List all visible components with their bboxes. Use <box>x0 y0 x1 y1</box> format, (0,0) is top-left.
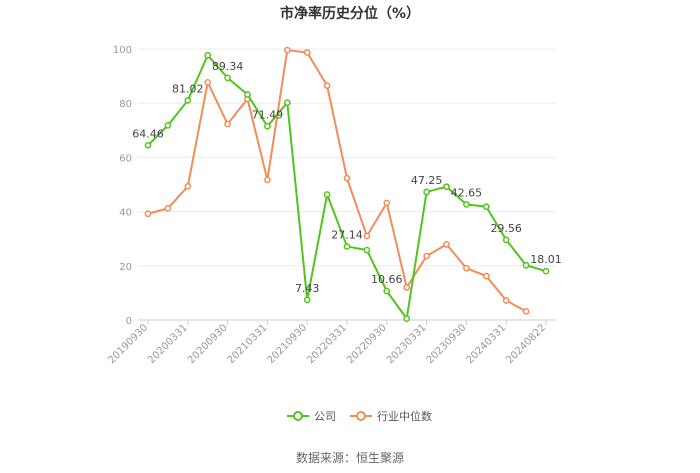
data-label: 42.65 <box>451 186 483 199</box>
data-point <box>164 204 172 212</box>
data-source-note: 数据来源：恒生聚源 <box>296 450 404 465</box>
legend: 公司 行业中位数 <box>287 409 432 423</box>
x-tick-label: 20220930 <box>345 322 389 366</box>
x-tick-label: 20230331 <box>385 322 429 366</box>
y-tick-label: 40 <box>119 208 132 219</box>
data-label: 89.34 <box>212 60 244 73</box>
data-point <box>343 243 351 250</box>
data-point <box>502 297 510 304</box>
legend-swatch-marker <box>293 411 303 421</box>
y-tick-label: 20 <box>119 262 132 273</box>
data-point <box>443 241 450 248</box>
data-point <box>323 191 331 198</box>
series-layer <box>144 46 550 322</box>
x-tick-label: 20190930 <box>106 322 150 366</box>
data-label: 81.02 <box>172 82 204 95</box>
data-point <box>303 49 311 56</box>
data-label: 7.43 <box>295 282 320 295</box>
data-point <box>423 252 430 260</box>
x-tick-label: 20240331 <box>465 322 509 366</box>
data-point <box>303 296 311 304</box>
data-label: 71.49 <box>252 108 284 121</box>
gridlines <box>138 48 556 321</box>
legend-label[interactable]: 行业中位数 <box>377 409 432 423</box>
data-label: 64.46 <box>132 127 164 140</box>
data-point <box>343 174 351 182</box>
data-label: 27.14 <box>331 228 363 241</box>
data-point <box>283 99 291 107</box>
data-point <box>482 203 490 211</box>
data-point <box>244 91 251 98</box>
data-point <box>403 315 411 322</box>
data-point <box>482 272 490 280</box>
data-labels: 64.46 81.02 89.34 71.49 7.43 27.14 10.66 47.25 4… <box>132 60 562 295</box>
data-label: 18.01 <box>530 253 562 266</box>
data-point <box>184 183 192 190</box>
data-point <box>164 122 172 129</box>
y-axis-ticks: 0 20 40 60 80 100 <box>113 45 132 327</box>
data-point <box>224 120 231 128</box>
data-point <box>403 284 411 291</box>
data-label: 10.66 <box>371 273 403 286</box>
y-tick-label: 100 <box>113 45 132 56</box>
data-point <box>264 122 271 130</box>
x-tick-label: 20210331 <box>226 322 270 366</box>
data-label: 47.25 <box>411 174 443 187</box>
data-point <box>522 261 530 269</box>
data-point <box>283 46 291 54</box>
data-point <box>463 264 470 272</box>
data-point <box>502 236 510 244</box>
data-point <box>443 183 450 191</box>
legend-swatch-marker <box>356 411 366 421</box>
data-label: 29.56 <box>490 222 522 235</box>
y-tick-label: 60 <box>119 153 132 164</box>
data-point <box>323 82 331 89</box>
x-tick-label: 20200331 <box>146 322 190 366</box>
chart-title: 市净率历史分位（%） <box>280 5 420 22</box>
data-point <box>363 232 371 240</box>
x-tick-label: 20200930 <box>186 322 230 366</box>
x-tick-label: 20210930 <box>266 322 310 366</box>
data-point <box>264 176 271 184</box>
x-tick-label: 20220331 <box>305 322 349 366</box>
series-line <box>147 49 527 313</box>
data-point <box>204 78 212 86</box>
data-point <box>383 287 391 295</box>
x-axis: 2019093020200331202009302021033120210930… <box>106 320 548 366</box>
legend-label[interactable]: 公司 <box>314 410 336 423</box>
data-point <box>204 51 212 59</box>
x-tick-label: 20240822 <box>504 322 548 366</box>
data-point <box>463 201 470 208</box>
x-tick-label: 20230930 <box>425 322 469 366</box>
y-tick-label: 0 <box>126 316 132 327</box>
data-point <box>363 246 371 254</box>
data-point <box>383 199 391 207</box>
data-point <box>423 188 430 196</box>
data-point <box>224 74 231 82</box>
data-point <box>184 97 192 104</box>
data-point <box>522 307 530 315</box>
data-point <box>542 267 550 275</box>
data-point <box>144 210 152 218</box>
data-point <box>144 141 152 149</box>
y-tick-label: 80 <box>119 99 132 110</box>
